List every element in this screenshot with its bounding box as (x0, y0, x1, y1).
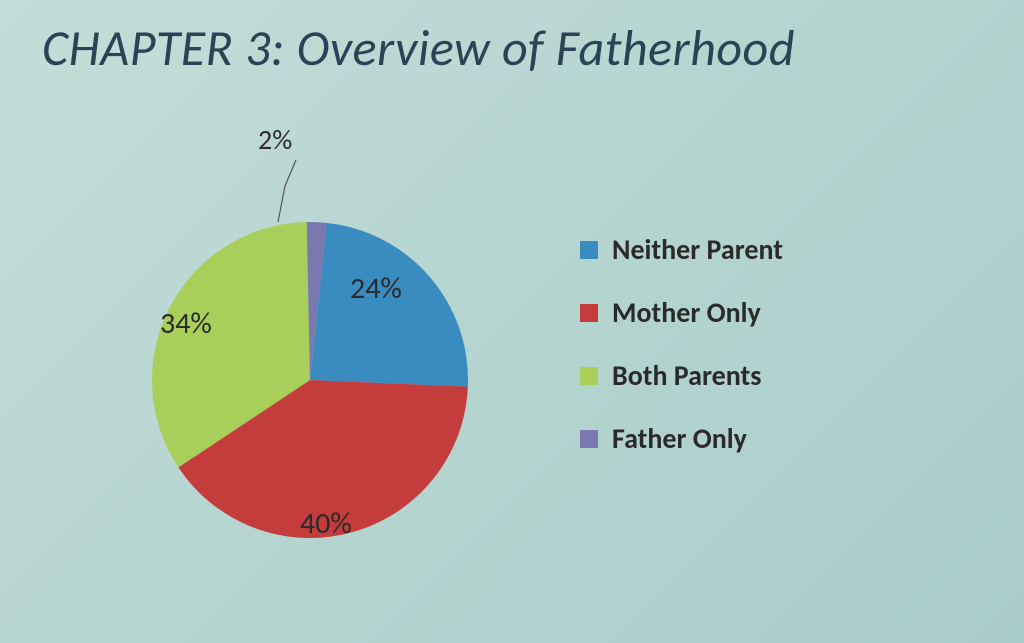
pct-label-mother-only: 40% (300, 505, 352, 542)
legend-label-both: Both Parents (612, 358, 761, 393)
chart-title: CHAPTER 3: Overview of Fatherhood (42, 18, 795, 79)
pie-svg (120, 170, 500, 550)
legend: Neither Parent Mother Only Both Parents … (580, 232, 783, 456)
legend-swatch-both (580, 367, 598, 385)
legend-label-neither: Neither Parent (612, 232, 783, 267)
pct-label-neither: 24% (350, 270, 402, 307)
pct-label-both: 34% (160, 305, 212, 342)
legend-item-mother-only: Mother Only (580, 295, 783, 330)
legend-item-neither: Neither Parent (580, 232, 783, 267)
pct-label-father-only: 2% (258, 122, 292, 157)
legend-label-father-only: Father Only (612, 421, 747, 456)
legend-swatch-neither (580, 241, 598, 259)
legend-swatch-father-only (580, 430, 598, 448)
legend-item-father-only: Father Only (580, 421, 783, 456)
legend-label-mother-only: Mother Only (612, 295, 761, 330)
legend-item-both: Both Parents (580, 358, 783, 393)
legend-swatch-mother-only (580, 304, 598, 322)
pie-chart: 2% 24% 40% 34% (90, 120, 510, 620)
